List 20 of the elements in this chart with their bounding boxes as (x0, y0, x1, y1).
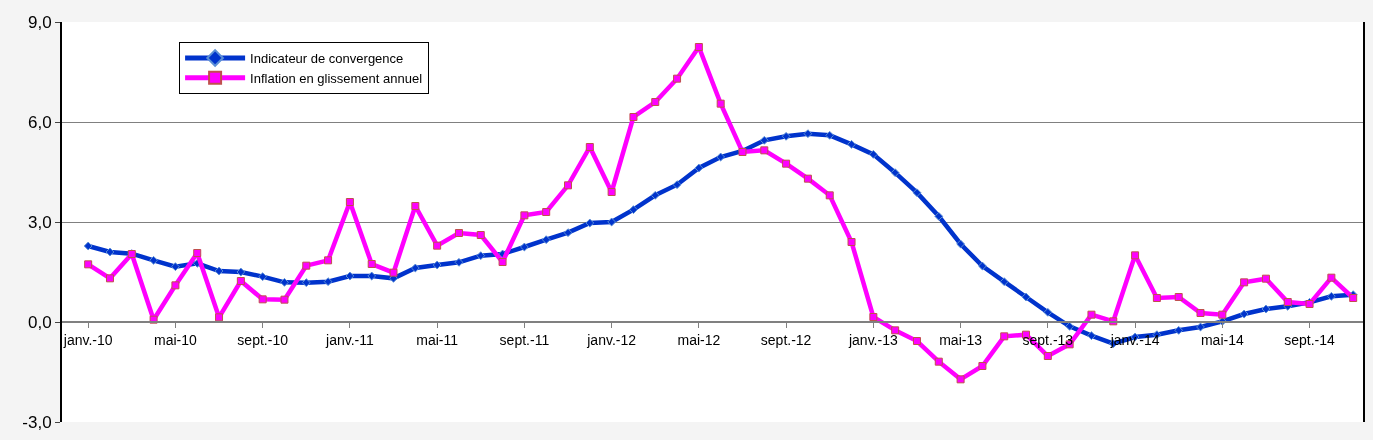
y-tick-label: 0,0 (27, 312, 52, 332)
x-tick-label: mai-10 (154, 331, 198, 348)
x-tick-label: sept.-14 (1284, 331, 1336, 348)
y-tick-label: 6,0 (27, 112, 52, 132)
y-tick-label: 9,0 (27, 12, 52, 32)
y-tick-label: 3,0 (27, 212, 52, 232)
x-tick-label: mai-13 (939, 331, 983, 348)
x-tick-label: mai-12 (677, 331, 721, 348)
x-tick-label: mai-14 (1200, 331, 1244, 348)
x-tick-label: janv.-12 (586, 331, 637, 348)
x-tick-label: sept.-11 (499, 331, 550, 348)
x-tick-label: janv.-13 (847, 331, 898, 348)
x-tick-label: janv.-11 (325, 331, 374, 348)
x-tick-label: sept.-10 (237, 331, 289, 348)
x-tick-label: janv.-10 (62, 331, 113, 348)
x-tick-label: mai-11 (416, 331, 459, 348)
legend-label: Indicateur de convergence (250, 51, 404, 67)
y-tick-label: -3,0 (22, 412, 52, 432)
x-tick-label: sept.-12 (760, 331, 812, 348)
legend-label: Inflation en glissement annuel (250, 70, 423, 86)
